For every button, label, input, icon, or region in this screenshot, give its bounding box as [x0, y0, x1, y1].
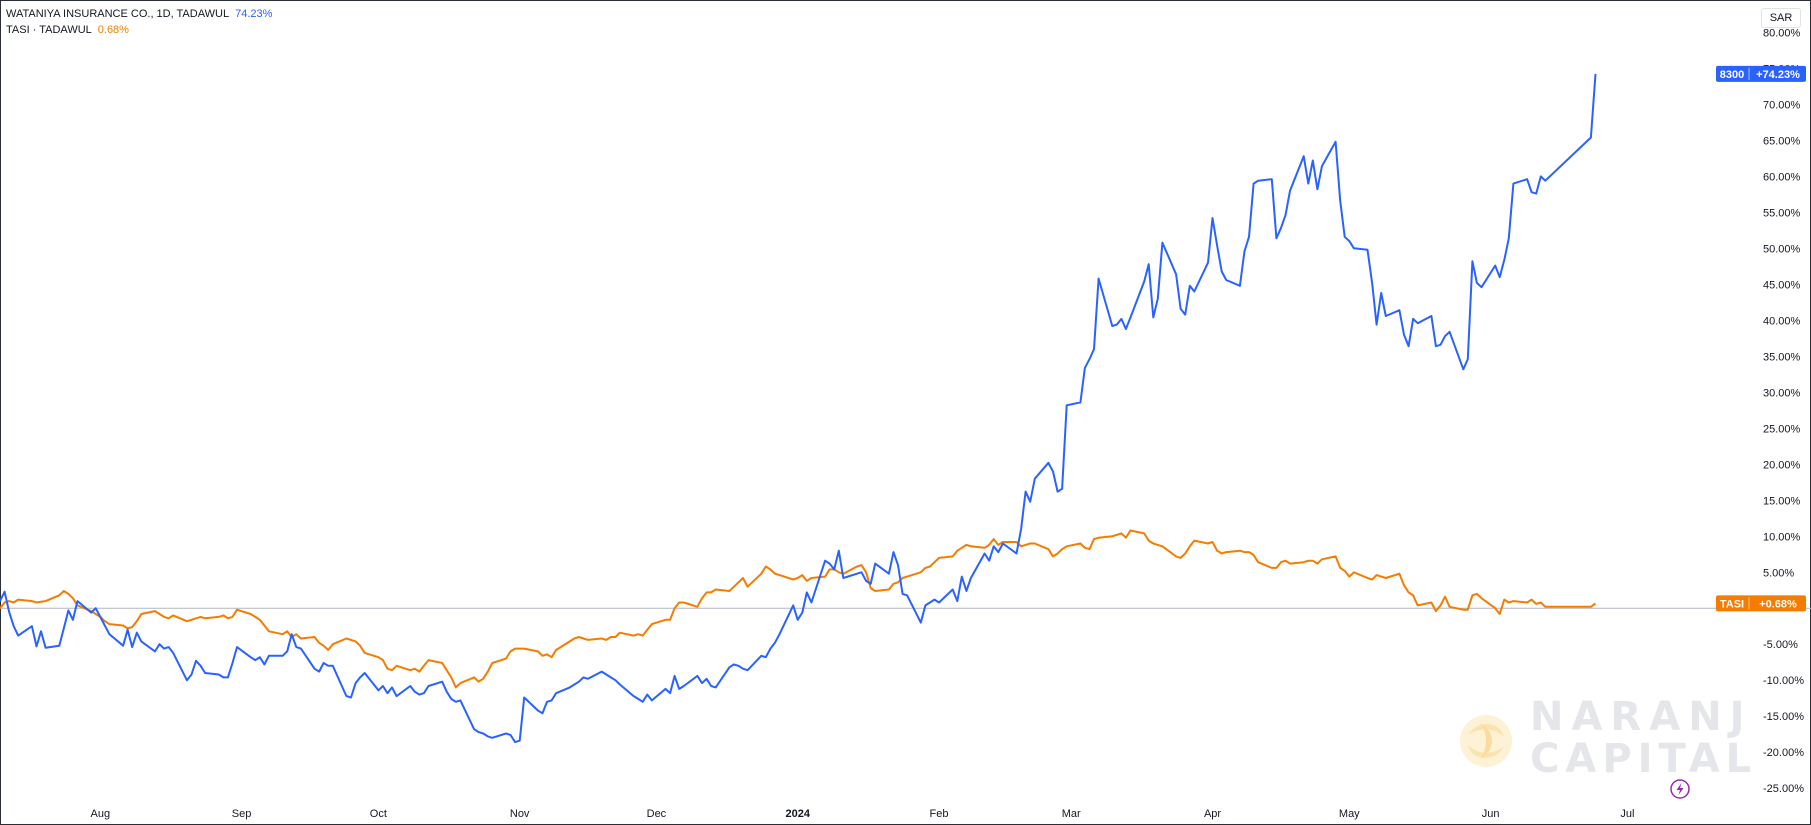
series-line-8300[interactable] [0, 73, 1597, 744]
price-tag-symbol: TASI [1720, 598, 1744, 610]
y-tick-label: 5.00% [1763, 567, 1794, 579]
x-tick-label: Mar [1062, 808, 1081, 820]
x-tick-label: Aug [90, 808, 110, 820]
legend-series1-label: WATANIYA INSURANCE CO., 1D, TADAWUL [6, 8, 230, 20]
x-tick-label: 2024 [785, 808, 810, 820]
lightning-icon[interactable] [1670, 779, 1690, 799]
legend: WATANIYA INSURANCE CO., 1D, TADAWUL 74.23… [6, 6, 272, 38]
legend-series2-pct: 0.68% [97, 24, 129, 36]
y-axis[interactable]: 80.00%75.00%70.00%65.00%60.00%55.00%50.0… [1763, 27, 1804, 795]
series-line-tasi[interactable] [0, 529, 1597, 689]
y-tick-label: 55.00% [1763, 207, 1801, 219]
y-tick-label: 20.00% [1763, 459, 1801, 471]
x-tick-label: Jun [1482, 808, 1500, 820]
y-tick-label: -10.00% [1763, 675, 1804, 687]
x-tick-label: Oct [370, 808, 387, 820]
price-tag-value: +0.68% [1759, 598, 1797, 610]
x-tick-label: Feb [930, 808, 949, 820]
price-tag-8300: 8300 +74.23% [1716, 65, 1806, 82]
y-tick-label: 15.00% [1763, 495, 1801, 507]
watermark-line2: CAPITAL [1530, 736, 1757, 782]
legend-series1-pct: 74.23% [235, 8, 273, 20]
price-tags: 8300 +74.23% TASI +0.68% [1716, 65, 1806, 612]
x-tick-label: Apr [1204, 808, 1221, 820]
y-tick-label: 45.00% [1763, 279, 1801, 291]
y-tick-label: 65.00% [1763, 135, 1801, 147]
watermark: NARANJ CAPITAL [1460, 694, 1757, 782]
watermark-line1: NARANJ [1530, 694, 1753, 740]
currency-button[interactable]: SAR [1761, 8, 1801, 28]
series-layer [0, 73, 1597, 744]
price-tag-value: +74.23% [1756, 69, 1800, 81]
price-tag-tasi: TASI +0.68% [1716, 595, 1806, 612]
y-tick-label: -25.00% [1763, 783, 1804, 795]
legend-series2-label: TASI · TADAWUL [6, 24, 92, 36]
x-tick-label: Nov [510, 808, 530, 820]
y-tick-label: 70.00% [1763, 99, 1801, 111]
x-tick-label: Dec [647, 808, 667, 820]
y-tick-label: 25.00% [1763, 423, 1801, 435]
y-tick-label: 30.00% [1763, 387, 1801, 399]
price-tag-symbol: 8300 [1720, 69, 1744, 81]
y-tick-label: 50.00% [1763, 243, 1801, 255]
y-tick-label: -15.00% [1763, 711, 1804, 723]
naranj-logo-icon [1460, 715, 1512, 767]
y-tick-label: 80.00% [1763, 27, 1801, 39]
x-axis[interactable]: Aug Sep Oct Nov Dec 2024 Feb Mar Apr May Jun Jul [90, 808, 1634, 820]
y-tick-label: -5.00% [1763, 639, 1798, 651]
legend-row-tasi[interactable]: TASI · TADAWUL 0.68% [6, 22, 272, 38]
y-tick-label: 35.00% [1763, 351, 1801, 363]
y-tick-label: -20.00% [1763, 747, 1804, 759]
x-tick-label: May [1339, 808, 1360, 820]
x-tick-label: Sep [232, 808, 252, 820]
x-tick-label: Jul [1620, 808, 1634, 820]
y-tick-label: 60.00% [1763, 171, 1801, 183]
y-tick-label: 40.00% [1763, 315, 1801, 327]
y-tick-label: 10.00% [1763, 531, 1801, 543]
legend-row-8300[interactable]: WATANIYA INSURANCE CO., 1D, TADAWUL 74.23… [6, 6, 272, 22]
